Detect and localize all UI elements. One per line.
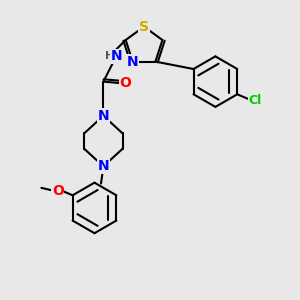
Text: N: N	[98, 159, 109, 173]
Text: O: O	[120, 76, 132, 90]
Text: N: N	[98, 109, 109, 123]
Text: S: S	[139, 20, 149, 34]
Text: Cl: Cl	[248, 94, 262, 107]
Text: H: H	[105, 51, 114, 61]
Text: O: O	[52, 184, 64, 198]
Text: N: N	[111, 49, 123, 63]
Text: N: N	[127, 55, 139, 69]
